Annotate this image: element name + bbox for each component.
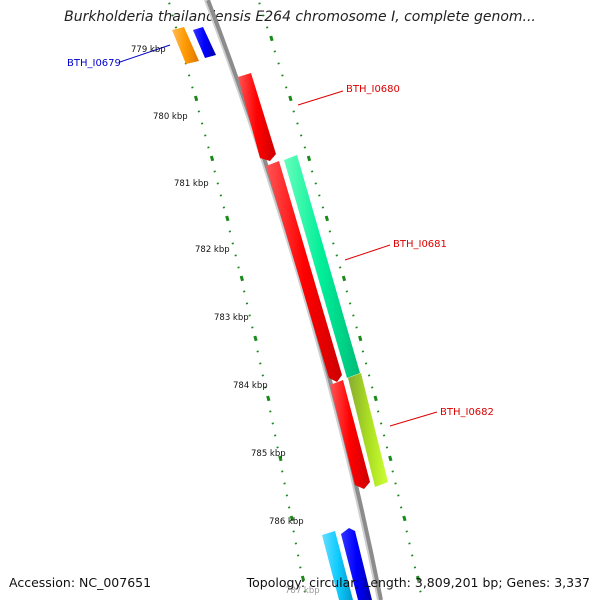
leader-bti0680 [297,90,344,106]
leader-bti0682 [389,411,438,427]
tick-label-780: 780 kbp [153,112,188,122]
inner-tick-dot [209,155,215,162]
gene-arrow-bti0679[interactable] [193,27,216,58]
inner-tick-dot [289,515,295,522]
gene-label-bti0681[interactable]: BTH_I0681 [393,239,447,250]
accession-text: Accession: NC_007651 [9,575,152,590]
tick-label-781: 781 kbp [174,179,209,189]
tick-label-785: 785 kbp [251,449,286,459]
outer-tick-dot [288,95,293,102]
inner-tick-dot [278,455,283,462]
tick-label-786: 786 kbp [269,517,304,527]
gene-arrow-blue-bottom[interactable] [341,528,372,600]
gene-arrow-bti0681-left[interactable] [266,161,342,382]
leader-bti0679 [119,44,171,63]
outer-tick-dot [269,35,274,42]
outer-tick-dot [341,275,347,282]
outer-tick-dot [373,395,378,402]
gene-label-bti0679[interactable]: BTH_I0679 [67,58,121,69]
gene-arrow-bti0682-left[interactable] [330,380,370,489]
tick-label-779: 779 kbp [131,45,166,55]
gene-arrow-cyan[interactable] [322,531,353,600]
gene-arrow-orange[interactable] [172,27,199,64]
tick-label-782: 782 kbp [195,245,230,255]
gene-arrow-bti0680[interactable] [238,73,276,161]
gene-label-bti0682[interactable]: BTH_I0682 [440,407,494,418]
outer-tick-dot [388,455,393,462]
outer-tick-dot [324,215,330,222]
outer-dotted-ring [258,2,422,593]
inner-tick-dot [300,575,306,582]
gene-arrow-bti0682[interactable] [348,373,388,487]
inner-tick-dot [253,335,258,342]
gene-arrow-bti0681[interactable] [284,155,360,378]
outer-tick-dot [416,575,421,582]
tick-label-787: 787 kbp [285,586,320,596]
gene-label-bti0680[interactable]: BTH_I0680 [346,84,400,95]
outer-tick-dot [358,335,363,342]
inner-tick-dot [239,275,244,282]
inner-tick-dot [193,95,199,102]
tick-label-783: 783 kbp [214,313,249,323]
topology-text: Topology: circular; Length: 3,809,201 bp… [246,575,590,590]
outer-tick-dot [402,515,407,522]
leader-bti0681 [344,244,391,261]
tick-label-784: 784 kbp [233,381,268,391]
map-title: Burkholderia thailandensis E264 chromoso… [64,9,536,25]
inner-tick-dot [225,215,230,222]
inner-tick-dot [266,395,271,402]
backbone-highlight [204,0,379,600]
outer-tick-dot [306,155,312,162]
